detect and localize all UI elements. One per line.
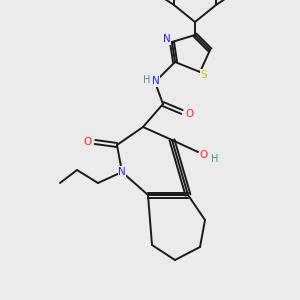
Text: H: H — [143, 75, 151, 85]
Text: N: N — [163, 34, 171, 44]
Text: H: H — [211, 154, 219, 164]
Text: S: S — [201, 70, 207, 80]
Text: O: O — [84, 137, 92, 147]
Text: O: O — [186, 109, 194, 119]
Text: N: N — [118, 167, 126, 177]
Text: N: N — [152, 76, 160, 86]
Text: O: O — [200, 150, 208, 160]
